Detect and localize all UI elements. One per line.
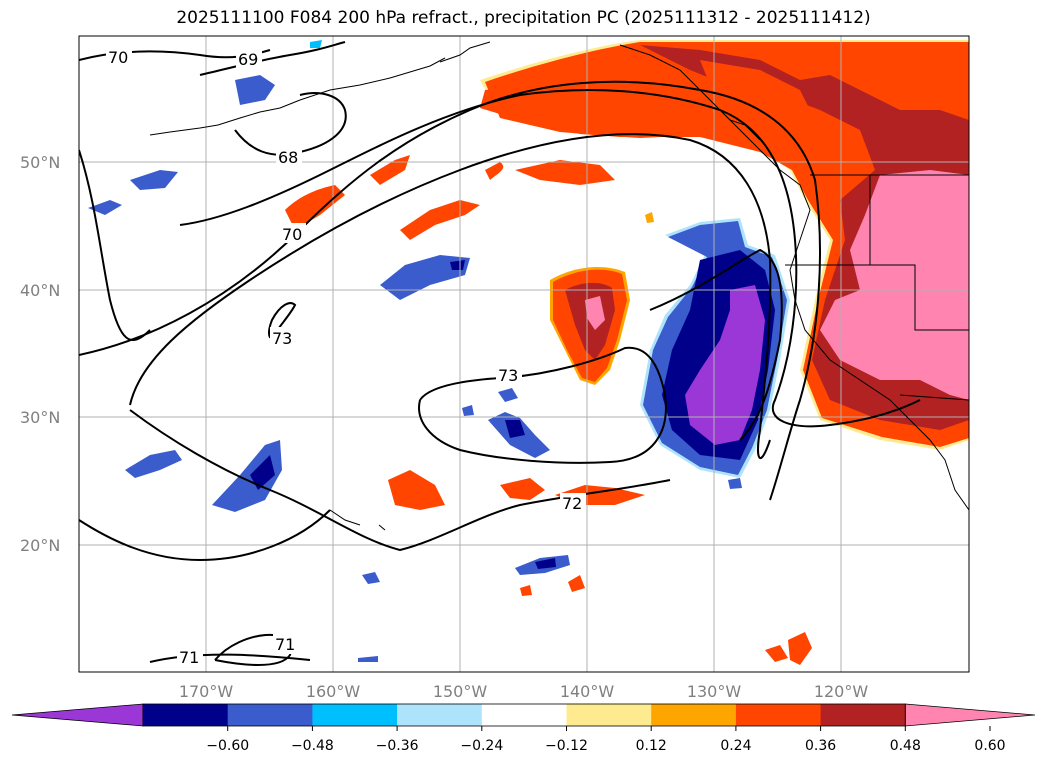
precip-positive-region xyxy=(285,185,345,230)
contour-label: 71 xyxy=(179,648,199,667)
precip-negative-region xyxy=(358,656,378,662)
colorbar-extend-high xyxy=(904,703,1036,727)
colorbar-tick-label: −0.36 xyxy=(376,738,419,754)
colorbar-segment xyxy=(481,704,567,726)
precip-shading xyxy=(88,40,969,665)
contour-line xyxy=(234,92,347,156)
refractivity-contours xyxy=(79,41,921,666)
colorbar: −0.60 −0.48 −0.36 −0.24 −0.12 0.12 0.24 0.36 0.4… xyxy=(11,703,1036,754)
contour-line xyxy=(79,509,331,562)
map-title: 2025111100 F084 200 hPa refract., precip… xyxy=(176,8,871,28)
precip-positive-region xyxy=(820,170,969,400)
colorbar-tick-label: 0.24 xyxy=(720,738,751,754)
contour-line xyxy=(268,302,297,339)
contour-label: 68 xyxy=(278,148,298,167)
contour-label: 72 xyxy=(562,494,582,513)
colorbar-segment xyxy=(820,704,906,726)
contour-label: 69 xyxy=(238,50,258,69)
precip-negative-region xyxy=(535,558,556,569)
latitude-labels: 50°N 40°N 30°N 20°N xyxy=(20,153,60,555)
colorbar-tick-label: −0.12 xyxy=(545,738,588,754)
precip-negative-region xyxy=(462,405,474,416)
contour-line xyxy=(179,89,921,428)
precip-positive-region xyxy=(480,84,740,138)
lat-label: 20°N xyxy=(20,536,60,555)
contour-line xyxy=(79,80,821,501)
precip-negative-region xyxy=(88,200,122,215)
precip-negative-region xyxy=(310,40,322,48)
lat-label: 30°N xyxy=(20,408,60,427)
colorbar-segment xyxy=(735,704,822,726)
precip-positive-region xyxy=(520,585,532,596)
colorbar-tick-label: 0.60 xyxy=(974,738,1005,754)
lon-label: 160°W xyxy=(306,682,361,701)
contour-label: 71 xyxy=(275,635,295,654)
precip-negative-region xyxy=(450,260,465,270)
precip-negative-region xyxy=(212,440,282,512)
precip-negative-region xyxy=(728,478,742,489)
contour-line xyxy=(649,248,783,441)
coastlines xyxy=(149,41,969,531)
precip-positive-region xyxy=(645,212,654,223)
precip-positive-region xyxy=(585,296,605,330)
precip-negative-region xyxy=(130,170,178,190)
contour-line xyxy=(149,653,311,663)
contour-labels: 70 69 68 70 73 73 72 71 71 xyxy=(106,46,586,667)
precip-positive-region xyxy=(568,575,585,592)
precip-negative-region xyxy=(362,572,380,584)
contour-line xyxy=(129,133,772,460)
colorbar-tick-label: 0.48 xyxy=(890,738,921,754)
colorbar-tick-label: −0.48 xyxy=(291,738,334,754)
precip-positive-region xyxy=(388,470,445,510)
lon-label: 130°W xyxy=(687,682,742,701)
colorbar-segment xyxy=(566,704,652,726)
contour-line xyxy=(214,634,293,666)
precip-positive-region xyxy=(765,645,788,662)
precip-negative-region xyxy=(125,450,182,478)
lon-label: 120°W xyxy=(814,682,869,701)
precip-positive-region xyxy=(700,60,810,110)
longitude-labels: 170°W 160°W 150°W 140°W 130°W 120°W xyxy=(179,682,869,701)
contour-label: 70 xyxy=(282,225,302,244)
colorbar-segment xyxy=(227,704,313,726)
map-border xyxy=(78,35,970,673)
precip-negative-region xyxy=(235,75,275,105)
precip-positive-region xyxy=(485,162,504,180)
colorbar-extend-low xyxy=(11,703,144,727)
lon-label: 150°W xyxy=(433,682,488,701)
precip-negative-region xyxy=(250,455,275,490)
lon-label: 140°W xyxy=(560,682,615,701)
colorbar-segment xyxy=(312,704,398,726)
colorbar-segment xyxy=(651,704,737,726)
colorbar-segment xyxy=(397,704,483,726)
precip-negative-region xyxy=(505,420,525,438)
contour-label: 70 xyxy=(108,48,128,67)
colorbar-tick-label: 0.36 xyxy=(805,738,836,754)
lon-label: 170°W xyxy=(179,682,234,701)
precip-positive-region xyxy=(788,632,812,665)
colorbar-segment xyxy=(143,704,229,726)
contour-label: 73 xyxy=(272,329,292,348)
colorbar-tick-label: −0.24 xyxy=(460,738,503,754)
lat-label: 40°N xyxy=(20,281,60,300)
colorbar-tick-label: −0.60 xyxy=(206,738,249,754)
precip-negative-region xyxy=(685,285,765,445)
precip-negative-region xyxy=(498,388,518,402)
precip-negative-region xyxy=(380,255,470,300)
precip-positive-region xyxy=(500,478,545,500)
colorbar-tick-label: 0.12 xyxy=(636,738,667,754)
lat-label: 50°N xyxy=(20,153,60,172)
contour-label: 73 xyxy=(498,366,518,385)
contour-line xyxy=(199,41,346,76)
precip-positive-region xyxy=(515,160,615,185)
colorbar-outline xyxy=(142,703,906,727)
graticule xyxy=(79,36,969,672)
